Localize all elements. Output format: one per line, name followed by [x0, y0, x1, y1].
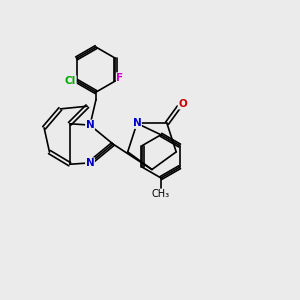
Text: F: F	[116, 73, 124, 83]
Text: N: N	[85, 158, 94, 168]
Text: Cl: Cl	[65, 76, 76, 86]
Text: N: N	[133, 118, 141, 128]
Text: O: O	[178, 99, 187, 109]
Text: N: N	[85, 120, 94, 130]
Text: CH₃: CH₃	[152, 190, 170, 200]
